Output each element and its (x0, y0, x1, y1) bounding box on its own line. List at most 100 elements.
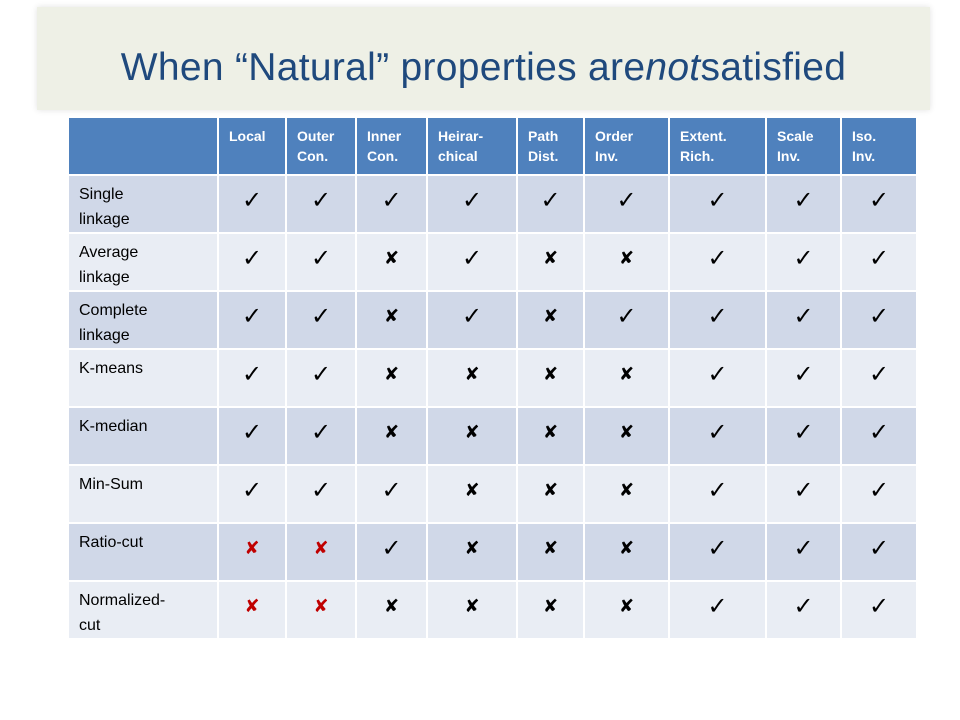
checkmark-icon: ✓ (868, 302, 890, 330)
table-cell: ✓ (668, 406, 767, 466)
table-cell: ✓ (765, 406, 842, 466)
table-cell: ✓ (285, 290, 357, 350)
table-cell: ✓ (668, 522, 767, 582)
checkmark-icon: ✓ (616, 302, 637, 330)
column-header-line: Inv. (852, 148, 876, 164)
checkmark-icon: ✓ (707, 476, 728, 504)
title-text-after: satisfied (700, 45, 847, 89)
table-cell: ✓ (668, 174, 767, 234)
column-header-line: Con. (297, 148, 329, 164)
cross-icon: ✘ (542, 480, 559, 501)
cross-icon: ✘ (464, 596, 480, 617)
table-cell: ✘ (355, 580, 428, 640)
table-cell: ✘ (426, 522, 518, 582)
checkmark-icon: ✓ (793, 418, 814, 446)
table-cell: ✓ (668, 290, 767, 350)
table-cell: ✓ (840, 348, 918, 408)
table-row: Normalized-cut ✘ ✘ ✘ ✘ ✘ ✘ ✓ ✓ ✓ (67, 580, 918, 640)
row-label: Single linkage (67, 174, 219, 234)
column-header-line: Heirar- (438, 128, 484, 144)
table-cell: ✓ (217, 348, 287, 408)
table-cell: ✓ (355, 522, 428, 582)
cross-icon: ✘ (618, 422, 635, 443)
table-cell: ✓ (355, 174, 428, 234)
checkmark-icon: ✓ (868, 244, 890, 272)
checkmark-icon: ✓ (381, 534, 402, 562)
column-header-line: Inv. (777, 148, 801, 164)
properties-table: Local Outer Con. Inner Con. Heirar-chical Path… (67, 116, 918, 640)
table-cell: ✘ (583, 464, 670, 524)
column-header-line: Order (595, 128, 634, 144)
checkmark-icon: ✓ (707, 418, 728, 446)
header-row: Local Outer Con. Inner Con. Heirar-chical Path… (67, 116, 918, 176)
table-cell: ✓ (765, 232, 842, 292)
table-cell: ✘ (516, 464, 585, 524)
table-row: Average linkage ✓ ✓ ✘ ✓ ✘ ✘ ✓ ✓ ✓ (67, 232, 918, 292)
table-row: Min-Sum ✓ ✓ ✓ ✘ ✘ ✘ ✓ ✓ ✓ (67, 464, 918, 524)
checkmark-icon: ✓ (793, 476, 814, 504)
cross-icon: ✘ (383, 596, 400, 617)
table-cell: ✘ (217, 580, 287, 640)
table-cell: ✓ (840, 580, 918, 640)
table-cell: ✘ (217, 522, 287, 582)
cross-icon: ✘ (542, 422, 559, 443)
table-cell: ✘ (516, 232, 585, 292)
row-label-line: linkage (79, 269, 130, 286)
checkmark-icon: ✓ (707, 534, 728, 562)
table-cell: ✘ (516, 348, 585, 408)
table-cell: ✓ (285, 406, 357, 466)
checkmark-icon: ✓ (707, 302, 728, 330)
checkmark-icon: ✓ (868, 360, 890, 388)
table-cell: ✘ (583, 580, 670, 640)
table-cell: ✓ (668, 580, 767, 640)
checkmark-icon: ✓ (241, 476, 263, 504)
cross-icon: ✘ (618, 596, 635, 617)
table-cell: ✓ (516, 174, 585, 234)
table-cell: ✓ (840, 232, 918, 292)
checkmark-icon: ✓ (793, 302, 814, 330)
cross-icon: ✘ (464, 364, 480, 385)
cross-icon: ✘ (464, 538, 480, 559)
column-header: Iso. Inv. (840, 116, 918, 176)
table-cell: ✓ (668, 348, 767, 408)
title-band: When “Natural” properties are not satisf… (37, 7, 930, 110)
checkmark-icon: ✓ (310, 244, 332, 272)
checkmark-icon: ✓ (868, 186, 890, 214)
cross-icon: ✘ (464, 480, 480, 501)
table-cell: ✘ (426, 580, 518, 640)
table-cell: ✘ (355, 406, 428, 466)
table-cell: ✓ (217, 464, 287, 524)
checkmark-icon: ✓ (793, 186, 814, 214)
table-cell: ✘ (355, 348, 428, 408)
cross-icon: ✘ (464, 422, 480, 443)
row-label: Complete linkage (67, 290, 219, 350)
column-header: Inner Con. (355, 116, 428, 176)
column-header-line: Extent. (680, 128, 727, 144)
table-cell: ✓ (840, 522, 918, 582)
row-label-line: cut (79, 617, 101, 634)
table-cell: ✘ (426, 406, 518, 466)
checkmark-icon: ✓ (310, 360, 332, 388)
checkmark-icon: ✓ (310, 186, 332, 214)
table-cell: ✓ (840, 406, 918, 466)
checkmark-icon: ✓ (241, 302, 263, 330)
row-label-line: Min-Sum (79, 476, 144, 493)
column-header-line: Outer (297, 128, 335, 144)
checkmark-icon: ✓ (707, 244, 728, 272)
checkmark-icon: ✓ (707, 186, 728, 214)
table-cell: ✓ (668, 464, 767, 524)
table-cell: ✓ (668, 232, 767, 292)
table-cell: ✘ (355, 232, 428, 292)
row-label-line: linkage (79, 211, 130, 228)
column-header-line: Rich. (680, 148, 715, 164)
checkmark-icon: ✓ (793, 592, 814, 620)
table-cell: ✓ (765, 348, 842, 408)
cross-icon: ✘ (618, 538, 635, 559)
table-cell: ✓ (583, 174, 670, 234)
header-cell-corner (67, 116, 219, 176)
column-header-line: Local (229, 128, 266, 144)
checkmark-icon: ✓ (461, 186, 483, 214)
column-header-line: chical (438, 148, 478, 164)
row-label-line: K-means (79, 360, 144, 377)
table-cell: ✓ (217, 406, 287, 466)
